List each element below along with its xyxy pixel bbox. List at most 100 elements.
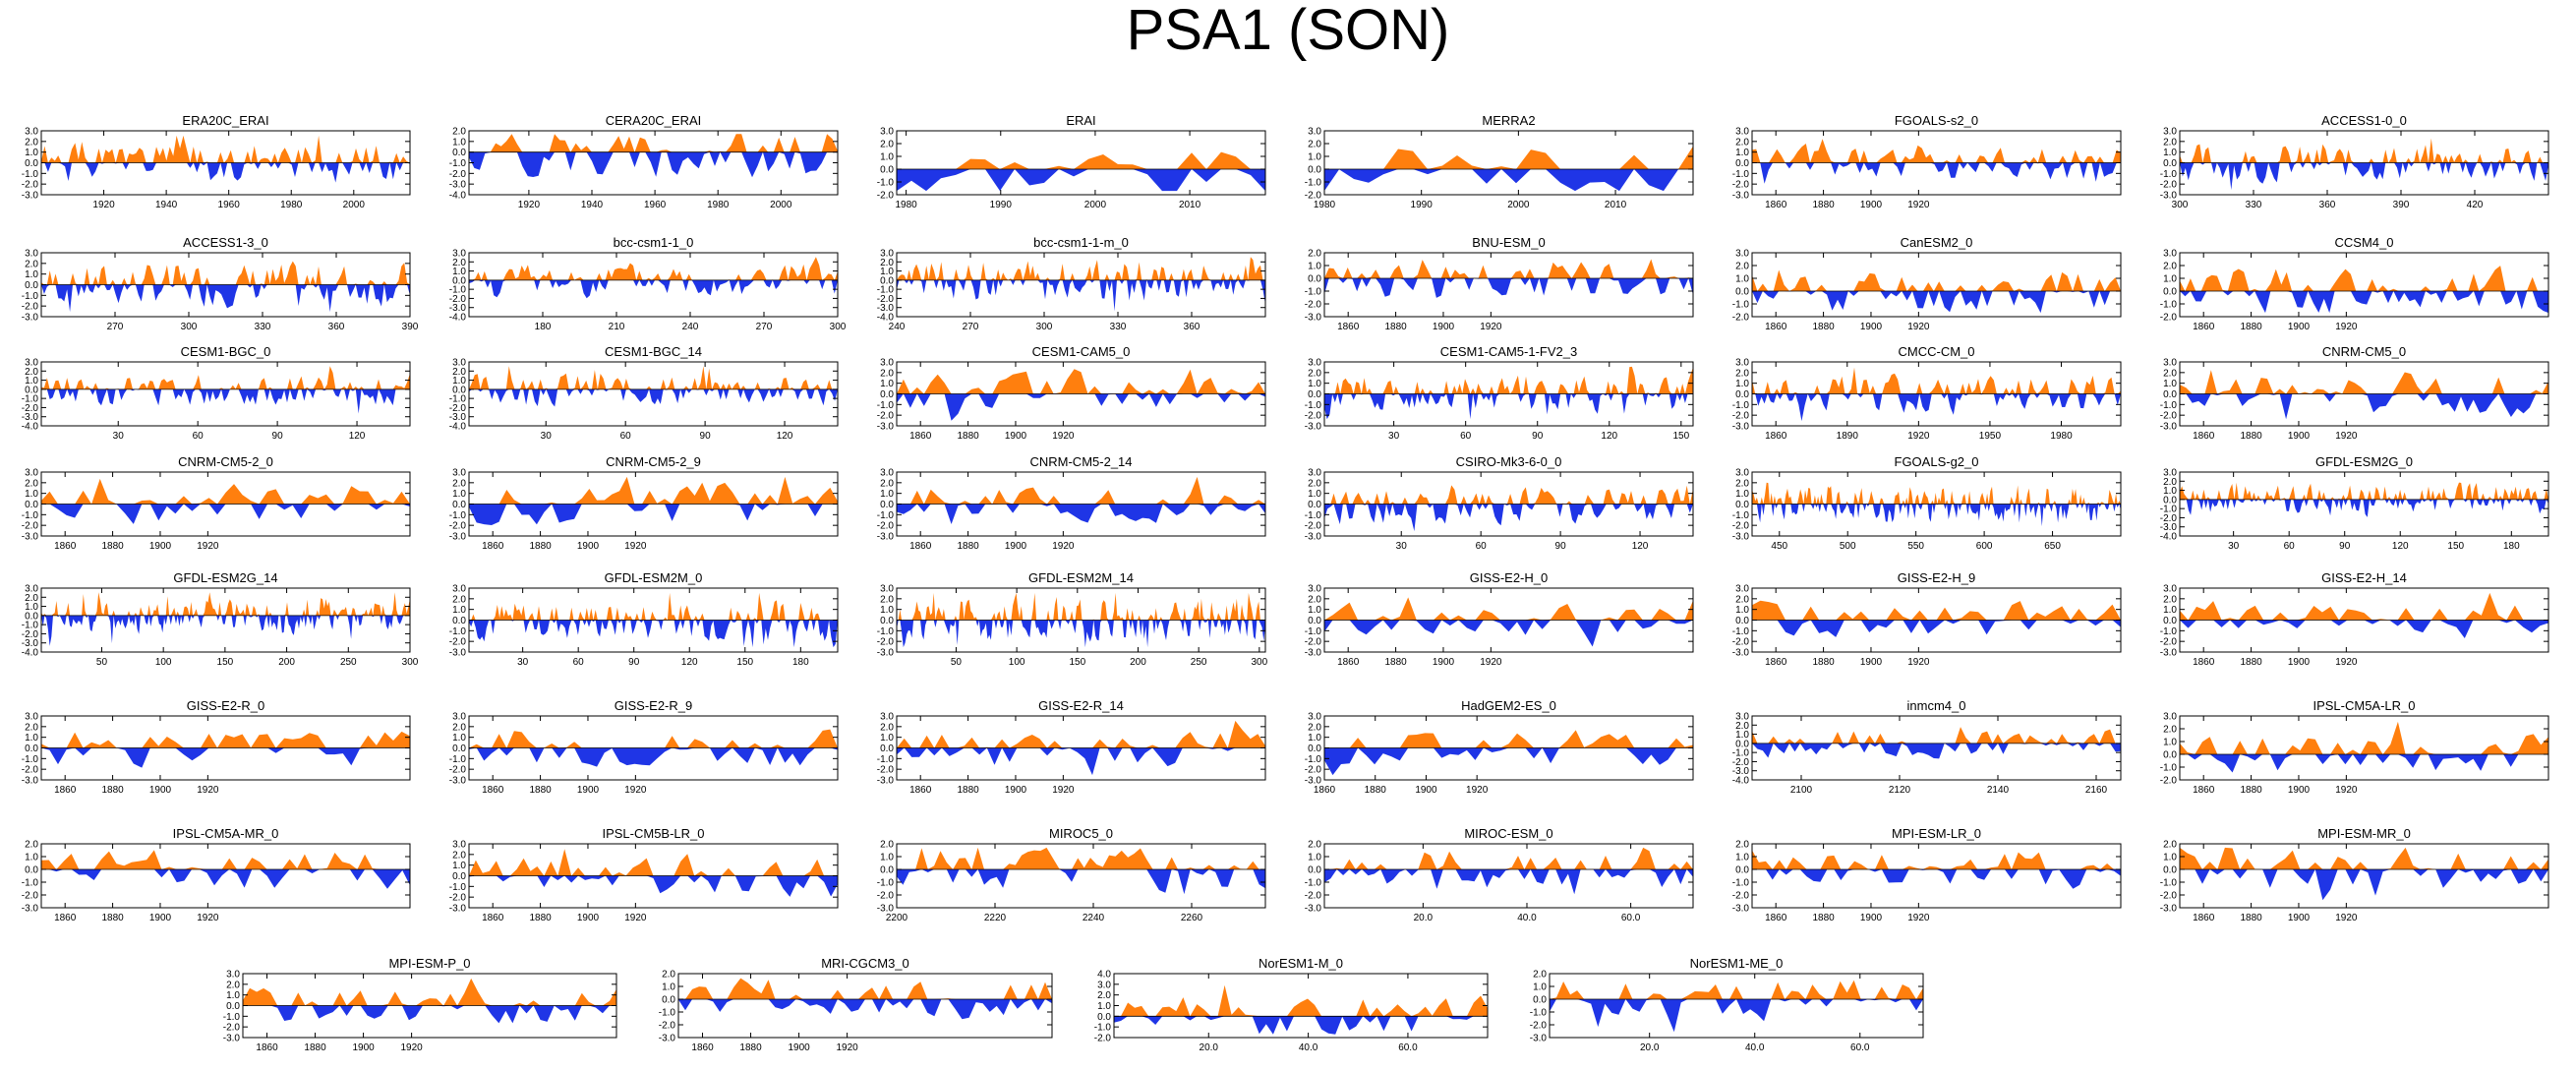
y-tick-label: 1.0 [880, 605, 894, 616]
y-tick-label: 1.0 [1735, 853, 1749, 863]
chart-panel: bcc-csm1-1-m_0 3.02.01.00.0-1.0-2.0-3.0-4… [877, 235, 1266, 332]
x-tick-label: 40.0 [1299, 1042, 1318, 1053]
chart-title: CCSM4_0 [2335, 235, 2394, 250]
x-tick-label: 2000 [343, 200, 366, 210]
y-tick-label: 3.0 [25, 358, 38, 369]
x-tick-label: 1920 [2335, 913, 2358, 923]
x-tick-label: 1900 [577, 913, 600, 923]
x-tick-label: 1900 [149, 913, 172, 923]
y-tick-label: -2.0 [22, 521, 39, 532]
y-tick-label: -2.0 [22, 180, 39, 191]
x-tick-label: 60 [620, 431, 632, 442]
y-tick-label: 2.0 [1308, 140, 1321, 150]
x-tick-label: 1960 [644, 200, 667, 210]
y-tick-label: 2.0 [1735, 137, 1749, 148]
y-tick-label: -1.0 [1732, 300, 1750, 311]
positive-anomaly-area [2180, 370, 2548, 394]
chart-panel: MRI-CGCM3_0 2.01.0 0.0 -1.0 -2.0 -3.0 1860 1880… [659, 956, 1053, 1053]
chart-panel: MIROC-ESM_0 2.0 1.0 0.0 -1.0 -2.0 -3.0 20.0 40.0… [1305, 826, 1694, 923]
y-tick-label: 0.0 [1533, 995, 1547, 1006]
y-tick-label: -1.0 [1305, 510, 1322, 521]
x-tick-label: 1860 [1337, 322, 1360, 332]
y-tick-label: -2.0 [22, 765, 39, 776]
y-tick-label: 1.0 [452, 376, 466, 387]
y-tick-label: -1.0 [877, 754, 895, 765]
y-tick-label: 2.0 [25, 722, 38, 733]
negative-anomaly-area [897, 747, 1265, 776]
x-tick-label: 420 [2467, 200, 2484, 210]
x-tick-label: 550 [1907, 541, 1924, 552]
y-tick-label: 1.0 [1533, 982, 1547, 993]
y-tick-label: 1.0 [1735, 274, 1749, 285]
chart-title: CESM1-CAM5-1-FV2_3 [1440, 344, 1577, 359]
y-tick-label: 3.0 [1735, 358, 1749, 369]
x-tick-label: 1860 [2193, 322, 2215, 332]
chart-panel: CNRM-CM5-2_14 3.02.01.00.0-1.0-2.0-3.0 186… [877, 454, 1266, 552]
y-tick-label: -2.0 [1305, 521, 1322, 532]
y-tick-label: 2.0 [880, 594, 894, 605]
chart-title: CESM1-CAM5_0 [1032, 344, 1131, 359]
negative-anomaly-area [1752, 162, 2121, 184]
chart-title: GISS-E2-H_14 [2321, 570, 2407, 585]
chart-title: ACCESS1-0_0 [2321, 113, 2407, 128]
y-tick-label: -3.0 [1305, 313, 1322, 324]
chart-panel: CESM1-CAM5_0 3.02.01.00.0-1.0-2.0-3.0 1860… [877, 344, 1266, 442]
x-tick-label: 1920 [1907, 431, 1930, 442]
y-tick-label: 2.0 [1308, 722, 1321, 733]
positive-anomaly-area [1114, 984, 1488, 1017]
x-tick-label: 120 [1632, 541, 1649, 552]
positive-anomaly-area [243, 978, 616, 1006]
y-tick-label: 2.0 [880, 258, 894, 268]
positive-anomaly-area [1550, 980, 1923, 999]
plot-frame [2179, 843, 2549, 909]
x-tick-label: 1960 [218, 200, 241, 210]
x-tick-label: 1880 [957, 541, 979, 552]
y-tick-label: -3.0 [449, 904, 467, 915]
chart-panel: MPI-ESM-LR_0 2.0 1.0 0.0 -1.0 -2.0 -3.0 1860 188… [1732, 826, 2122, 923]
chart-title: GFDL-ESM2G_0 [2315, 454, 2413, 469]
y-tick-label: -1.0 [2160, 626, 2178, 637]
y-tick-label: 0.0 [880, 616, 894, 626]
negative-anomaly-area [1752, 743, 2121, 759]
x-tick-label: 330 [255, 322, 271, 332]
y-tick-label: 2.0 [1735, 594, 1749, 605]
y-tick-label: 1.0 [1735, 730, 1749, 741]
y-tick-label: -3.0 [22, 412, 39, 423]
y-tick-label: 0.0 [1735, 865, 1749, 876]
x-tick-label: 1880 [529, 785, 552, 796]
y-tick-label: 0.0 [452, 385, 466, 395]
y-tick-label: 0.0 [1735, 389, 1749, 400]
y-tick-label: 0.0 [1097, 1012, 1111, 1023]
x-tick-label: 1900 [352, 1042, 375, 1053]
x-tick-label: 180 [2503, 541, 2520, 552]
y-tick-label: 2.0 [452, 367, 466, 378]
y-tick-label: 1.0 [25, 489, 38, 500]
negative-anomaly-area [1324, 869, 1693, 895]
chart-title: CNRM-CM5-2_0 [178, 454, 273, 469]
positive-anomaly-area [41, 850, 410, 869]
y-tick-label: -1.0 [22, 169, 39, 180]
y-tick-label: 0.0 [1735, 500, 1749, 510]
x-tick-label: 250 [1191, 657, 1207, 668]
chart-panel: GISS-E2-H_0 3.02.01.00.0-1.0-2.0-3.0 1860 1… [1305, 570, 1694, 668]
negative-anomaly-area [469, 747, 838, 767]
plot-frame [468, 361, 839, 427]
y-tick-label: -1.0 [22, 394, 39, 405]
x-tick-label: 120 [1601, 431, 1617, 442]
y-tick-label: -1.0 [1305, 754, 1322, 765]
chart-panel: FGOALS-s2_0 3.02.01.00.0-1.0-2.0-3.0 1860 1… [1732, 113, 2122, 210]
y-tick-label: 0.0 [452, 500, 466, 510]
positive-anomaly-area [1752, 850, 2121, 869]
negative-anomaly-area [2180, 620, 2548, 638]
y-tick-label: 2.0 [452, 258, 466, 268]
x-tick-label: 1980 [2050, 431, 2073, 442]
chart-panel: NorESM1-ME_0 2.01.0 0.0 -1.0 -2.0 -3.0 20.0 40.… [1530, 956, 1924, 1053]
x-tick-label: 1880 [739, 1042, 762, 1053]
positive-anomaly-area [897, 476, 1265, 505]
y-tick-label: -2.0 [1305, 411, 1322, 422]
x-tick-label: 150 [1069, 657, 1085, 668]
y-tick-label: -3.0 [449, 303, 467, 314]
y-tick-label: -2.0 [1305, 891, 1322, 902]
